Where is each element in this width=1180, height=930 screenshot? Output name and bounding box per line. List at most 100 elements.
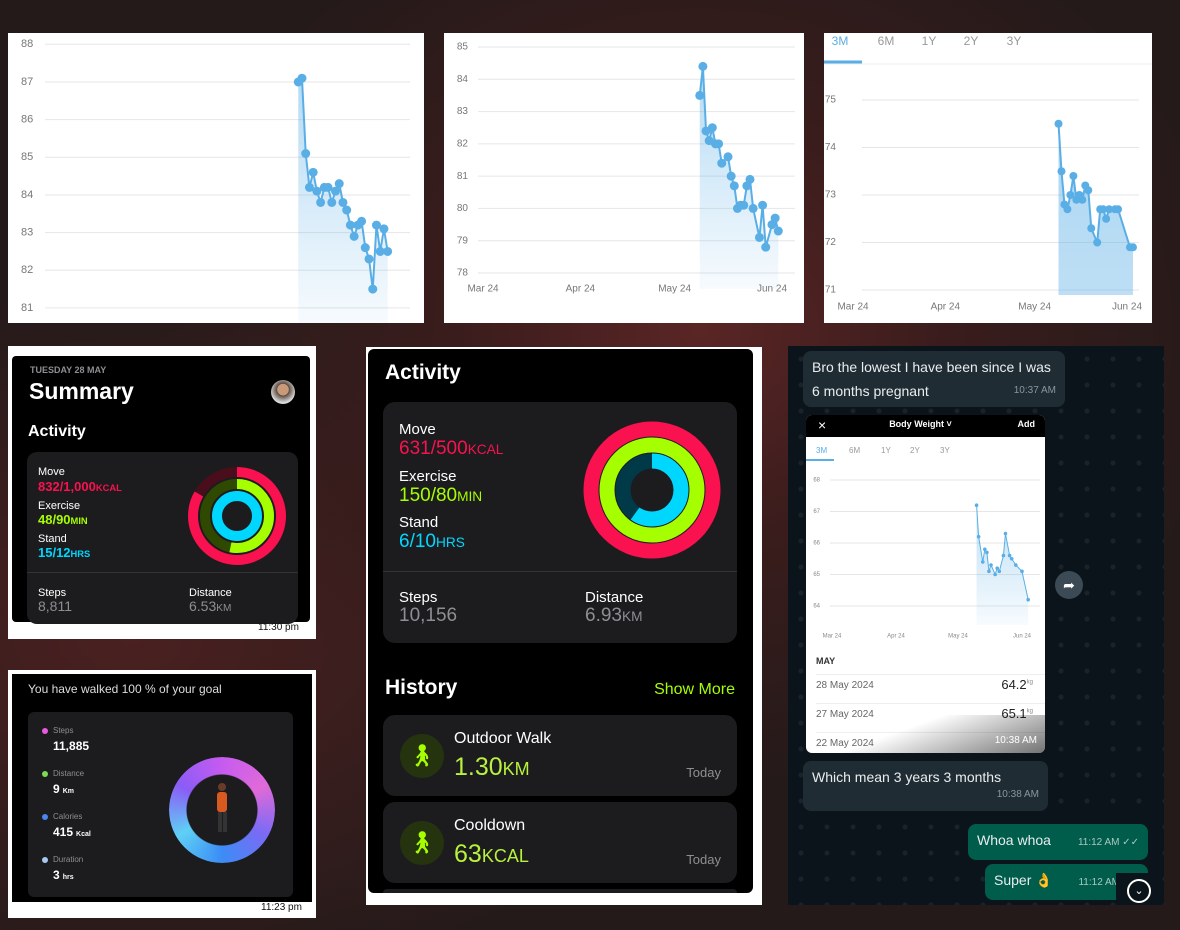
workout-icon: 🚶︎ — [400, 821, 444, 865]
chart: 3M 6M 1Y 2Y 3Y 71 72 73 74 75 Mar 24 Apr 24 May… — [824, 34, 1152, 313]
data-point — [312, 186, 322, 196]
section-title: History — [385, 676, 458, 699]
data-point — [1114, 205, 1123, 214]
tab[interactable]: 3Y — [1007, 34, 1022, 48]
tab[interactable]: 3M — [832, 34, 849, 48]
data-point — [695, 90, 705, 100]
workout-icon: 🚶︎ — [400, 734, 444, 778]
message-time: 10:37 AM — [1013, 385, 1056, 396]
entry-value: 64.2kg — [1001, 677, 1033, 692]
data-point — [726, 171, 736, 181]
scroll-down-button[interactable]: ⌄ — [1127, 879, 1151, 903]
data-point — [1054, 119, 1063, 128]
tab[interactable]: 3M — [816, 446, 828, 455]
ring-value: 48/90MIN — [38, 512, 88, 527]
forward-button[interactable]: ➦ — [1055, 571, 1083, 599]
data-point — [1003, 531, 1008, 536]
x-tick-label: May 24 — [658, 284, 691, 295]
data-point — [1084, 186, 1093, 195]
data-point — [1063, 205, 1072, 214]
data-point — [997, 569, 1002, 574]
stat-label: Steps — [399, 589, 438, 606]
message-text: Super 👌 — [994, 872, 1053, 888]
unit: Km — [62, 788, 74, 795]
close-icon[interactable]: × — [818, 417, 827, 433]
data-point — [987, 569, 991, 574]
data-point — [1066, 191, 1075, 199]
unit: Kcal — [76, 831, 91, 838]
data-point — [698, 61, 708, 71]
message-time: 11:12 AM — [1078, 877, 1120, 888]
tab[interactable]: 6M — [849, 446, 861, 455]
data-point — [357, 216, 367, 226]
tab[interactable]: 2Y — [964, 34, 979, 48]
nav-bar — [806, 415, 1045, 437]
y-tick-label: 85 — [457, 42, 469, 53]
data-point — [1009, 556, 1014, 561]
message-text: Bro the lowest I have been since I was 6… — [812, 359, 1051, 399]
stat-value: 10,156 — [399, 605, 458, 626]
y-tick-label: 81 — [457, 171, 469, 182]
tab[interactable]: 1Y — [922, 34, 937, 48]
message-bubble: Bro the lowest I have been since I was 6… — [803, 351, 1065, 407]
ring-label: Exercise — [38, 500, 81, 512]
tab[interactable]: 1Y — [881, 446, 891, 455]
x-tick-label: May 24 — [1018, 302, 1051, 313]
value: 9 — [53, 782, 60, 796]
tab[interactable]: 2Y — [910, 446, 920, 455]
ring-label: Move — [399, 421, 436, 438]
ring-value: 631/500KCAL — [399, 438, 504, 459]
x-tick-label: Apr 24 — [566, 284, 596, 295]
avatar[interactable] — [271, 380, 295, 404]
walker-figure — [217, 783, 227, 832]
workout-date: Today — [686, 852, 721, 867]
data-point — [334, 179, 344, 189]
data-point — [754, 232, 764, 242]
stat-value: 8,811 — [38, 598, 72, 614]
y-tick-label: 64 — [813, 604, 820, 610]
value: 64.2 — [1001, 677, 1027, 692]
data-point — [383, 246, 393, 256]
y-tick-label: 83 — [21, 227, 33, 239]
data-point — [773, 226, 783, 236]
data-point — [707, 123, 717, 133]
data-point — [980, 560, 985, 564]
y-tick-label: 79 — [457, 235, 469, 246]
data-point — [1001, 553, 1006, 558]
data-point — [748, 203, 758, 213]
unit: hrs — [62, 874, 74, 881]
y-tick-label: 84 — [457, 74, 469, 85]
data-point — [297, 73, 307, 83]
show-more-link[interactable]: Show More — [654, 681, 735, 698]
stat-dot — [42, 728, 48, 734]
value: 415 — [53, 825, 74, 839]
divider — [27, 572, 298, 573]
data-point — [379, 224, 389, 234]
data-point — [1093, 238, 1102, 247]
area — [699, 66, 779, 289]
workout-name: Outdoor Walk — [454, 730, 552, 747]
data-point — [338, 197, 348, 207]
data-point — [349, 231, 359, 241]
x-tick-label: Jun 24 — [1013, 634, 1032, 640]
data-point — [331, 186, 341, 196]
tab[interactable]: 3Y — [940, 446, 950, 455]
data-point — [985, 550, 989, 555]
stat-value: 3 hrs — [53, 868, 74, 882]
add-button[interactable]: Add — [1017, 419, 1036, 429]
value: 11,885 — [53, 739, 90, 753]
data-point — [1087, 224, 1096, 233]
entry-date: 28 May 2024 — [816, 680, 874, 691]
y-tick-label: 80 — [457, 203, 469, 214]
tab[interactable]: 6M — [878, 34, 895, 48]
y-tick-label: 84 — [21, 189, 33, 201]
value: 63 — [454, 840, 482, 868]
data-point — [729, 181, 739, 191]
message-time: 11:12 AM ✓✓ — [1077, 837, 1139, 848]
title: Summary — [29, 378, 134, 404]
data-point — [304, 182, 314, 192]
x-tick-label: May 24 — [948, 634, 968, 640]
data-point — [342, 205, 352, 215]
y-tick-label: 72 — [825, 237, 837, 248]
data-point — [345, 220, 355, 230]
